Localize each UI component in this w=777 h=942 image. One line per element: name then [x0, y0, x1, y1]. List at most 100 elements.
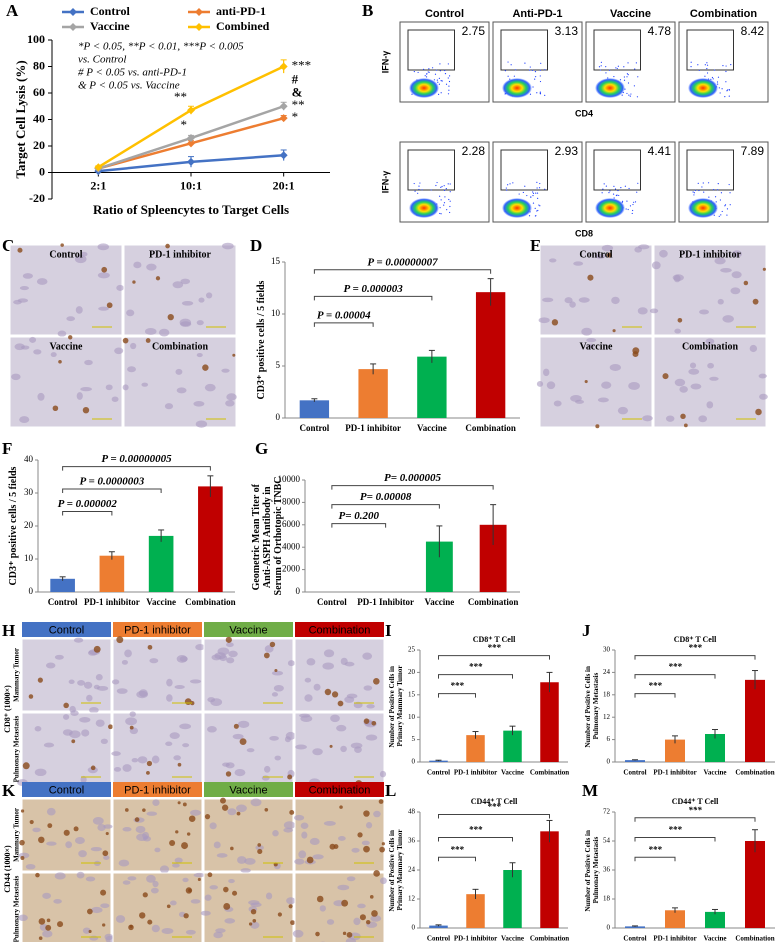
stained-cell	[101, 266, 108, 273]
flow-event	[722, 65, 724, 67]
nucleus	[189, 809, 202, 816]
flow-event	[634, 68, 636, 70]
nucleus	[29, 336, 37, 343]
stained-cell	[333, 844, 339, 849]
header-label: PD-1 inhibitor	[124, 784, 191, 796]
nucleus	[549, 258, 557, 263]
flow-population	[688, 78, 718, 98]
stained-cell	[221, 804, 229, 811]
nucleus	[50, 352, 57, 358]
flow-event	[726, 214, 728, 216]
nucleus	[173, 755, 181, 761]
flow-event	[612, 193, 615, 195]
stained-cell	[373, 678, 380, 685]
stained-cell	[129, 924, 133, 928]
flow-header: Combination	[690, 8, 757, 20]
flow-event	[436, 79, 438, 81]
x-tick-label: PD-1 inhibitor	[345, 423, 401, 433]
nucleus	[57, 330, 67, 337]
flow-event	[536, 187, 538, 189]
nucleus	[182, 877, 189, 883]
flow-event	[418, 185, 420, 187]
y-tick-label: 6000	[282, 519, 301, 529]
flow-event	[510, 64, 512, 66]
nucleus	[628, 381, 640, 390]
nucleus	[720, 267, 732, 273]
nucleus	[11, 373, 21, 381]
micrograph-label: Vaccine	[580, 341, 614, 352]
nucleus	[80, 251, 88, 257]
flow-event	[613, 185, 615, 187]
bracket	[313, 269, 492, 274]
flow-event	[702, 182, 704, 184]
flow-event	[717, 182, 719, 185]
y-tick-label: 20	[24, 520, 34, 530]
flow-event	[531, 69, 534, 71]
flow-event	[634, 201, 637, 203]
nucleus	[350, 742, 363, 749]
stained-cell	[132, 280, 136, 284]
nucleus	[146, 874, 156, 883]
flow-event	[425, 76, 428, 78]
nucleus	[90, 846, 102, 852]
bracket	[634, 693, 676, 698]
stained-cell	[341, 899, 349, 907]
flow-event	[694, 189, 697, 191]
nucleus	[714, 257, 726, 265]
nucleus	[76, 392, 83, 400]
flow-population	[502, 78, 532, 98]
x-tick-label: Control	[427, 935, 450, 942]
stained-cell	[683, 423, 688, 428]
stained-cell	[232, 890, 238, 896]
bracket	[313, 295, 433, 301]
flow-event	[626, 73, 628, 75]
bar	[466, 735, 485, 762]
flow-event	[449, 200, 451, 202]
nucleus	[193, 872, 206, 878]
stained-cell	[116, 636, 124, 644]
y-tick-label: 24	[603, 668, 611, 676]
nucleus	[207, 726, 217, 733]
flow-event	[538, 204, 540, 206]
nucleus	[141, 382, 149, 387]
flow-event	[507, 61, 509, 63]
nucleus	[227, 808, 237, 816]
x-tick-label: PD-1 Inhibitor	[357, 597, 414, 607]
y-tick-label: 5	[276, 360, 281, 370]
nucleus	[286, 897, 296, 905]
nucleus	[330, 714, 340, 723]
flow-event	[536, 210, 538, 212]
nucleus	[105, 384, 113, 391]
x-tick-label: Combination	[468, 597, 519, 607]
flow-event	[633, 201, 635, 203]
nucleus	[97, 243, 110, 251]
stained-cell	[287, 774, 293, 780]
y-axis-label: Geometric Mean Titer of Anti-ASPH Antibo…	[251, 477, 284, 596]
nucleus	[707, 362, 714, 369]
x-axis-label: Ratio of Spleencytes to Target Cells	[93, 202, 289, 217]
flow-event	[636, 191, 638, 193]
flow-event	[629, 95, 631, 97]
nucleus	[287, 660, 295, 667]
flow-event	[537, 197, 539, 199]
stained-cell	[166, 904, 171, 909]
flow-event	[413, 182, 415, 185]
nucleus	[127, 366, 136, 373]
flow-value: 2.75	[462, 24, 486, 38]
nucleus	[213, 931, 223, 939]
nucleus	[578, 297, 590, 303]
flow-event	[623, 79, 626, 81]
nucleus	[665, 415, 675, 422]
y-tick-label: 15	[408, 690, 416, 698]
flow-event	[715, 201, 717, 203]
flow-event	[443, 185, 445, 187]
nucleus	[345, 937, 357, 942]
nucleus	[609, 364, 622, 371]
nucleus	[158, 328, 170, 337]
flow-population	[595, 198, 625, 218]
micrograph	[9, 336, 123, 428]
nucleus	[22, 273, 33, 279]
x-tick-label: Vaccine	[703, 935, 726, 942]
row-label: Mammary Tumor	[13, 648, 21, 702]
flow-event	[698, 69, 700, 71]
